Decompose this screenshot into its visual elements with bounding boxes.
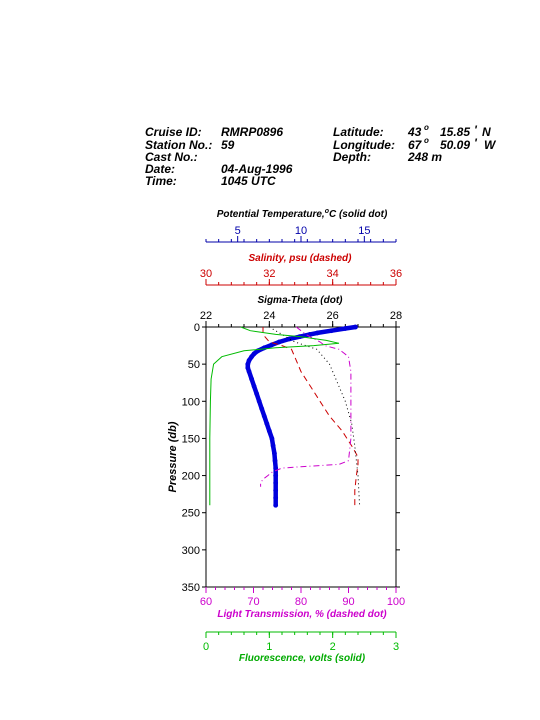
potential-temperature-data-point — [249, 354, 255, 360]
sigma-tick-label: 22 — [200, 310, 212, 322]
sigma-theta-series-line — [269, 326, 361, 506]
longitude-degrees: 67 — [408, 138, 423, 152]
station-header: Cruise ID: RMRP0896 Station No.: 59 Cast… — [145, 123, 497, 188]
cruise-label: Cruise ID: — [145, 125, 202, 139]
longitude-hemisphere: W — [484, 138, 497, 152]
potential-temperature-data-point — [273, 502, 279, 508]
potential-temperature-data-point — [245, 365, 251, 371]
cast-label: Cast No.: — [145, 150, 198, 164]
station-label: Station No.: — [145, 138, 212, 152]
potential-temperature-data-point — [246, 369, 252, 374]
potential-temperature-data-point — [264, 421, 270, 426]
plot-frame — [205, 326, 397, 588]
sigma-tick-label: 24 — [263, 310, 275, 322]
potential-temperature-data-point — [269, 342, 275, 348]
pressure-tick-label: 250 — [182, 508, 200, 520]
depth-value: 248 m — [407, 150, 442, 164]
longitude-minutes: 50.09 — [440, 138, 470, 152]
transmission-tick-label: 100 — [387, 596, 405, 608]
temperature-axis-title: Potential Temperature,oC (solid dot) — [217, 208, 388, 220]
latitude-minutes: 15.85 — [440, 125, 470, 139]
potential-temperature-data-point — [249, 376, 255, 382]
longitude-minute-symbol: ' — [474, 136, 478, 150]
light-transmission-series-line — [260, 326, 352, 487]
temperature-tick-label: 10 — [295, 225, 307, 237]
temperature-axis-title-unit: C (solid dot) — [329, 209, 388, 220]
temperature-axis-title-degree: o — [325, 208, 330, 215]
potential-temperature-data-point — [246, 358, 252, 363]
sigma-axis-title: Sigma-Theta (dot) — [258, 295, 344, 306]
latitude-label: Latitude: — [333, 125, 384, 139]
potential-temperature-data-point — [272, 458, 278, 464]
longitude-degree-symbol: o — [424, 136, 429, 145]
temperature-tick-label: 5 — [235, 225, 241, 237]
potential-temperature-data-point — [273, 465, 279, 471]
sigma-tick-label: 26 — [327, 310, 339, 322]
potential-temperature-data-point — [256, 398, 262, 404]
potential-temperature-data-point — [259, 406, 265, 412]
salinity-tick-label: 36 — [390, 268, 402, 280]
transmission-tick-label: 60 — [200, 596, 212, 608]
potential-temperature-data-point — [315, 330, 320, 336]
pressure-tick-label: 0 — [194, 322, 200, 334]
fluorescence-axis-title: Fluorescence, volts (solid) — [239, 653, 366, 664]
potential-temperature-data-point — [251, 384, 257, 389]
potential-temperature-data-point — [342, 326, 348, 331]
date-label: Date: — [145, 162, 175, 176]
time-label: Time: — [145, 174, 177, 188]
pressure-tick-label: 300 — [182, 545, 200, 557]
temperature-axis-title-text: Potential Temperature, — [217, 209, 325, 220]
latitude-hemisphere: N — [482, 125, 491, 139]
potential-temperature-data-point — [273, 488, 279, 493]
transmission-tick-label: 80 — [295, 596, 307, 608]
salinity-series-line — [262, 327, 359, 506]
pressure-tick-label: 50 — [188, 359, 200, 371]
sigma-tick-label: 28 — [390, 310, 402, 322]
pressure-tick-label: 100 — [182, 396, 200, 408]
pressure-tick-label: 200 — [182, 471, 200, 483]
fluorescence-tick-label: 0 — [203, 641, 209, 653]
fluorescence-tick-label: 2 — [330, 641, 336, 653]
transmission-tick-label: 90 — [342, 596, 354, 608]
station-value: 59 — [221, 138, 235, 152]
salinity-tick-label: 34 — [327, 268, 339, 280]
salinity-tick-label: 32 — [263, 268, 275, 280]
fluorescence-tick-label: 1 — [266, 641, 272, 653]
date-value: 04-Aug-1996 — [221, 162, 293, 176]
potential-temperature-data-point — [353, 324, 358, 330]
latitude-degree-symbol: o — [424, 123, 429, 132]
potential-temperature-data-point — [287, 336, 292, 342]
potential-temperature-data-point — [245, 361, 251, 367]
potential-temperature-data-point — [254, 391, 260, 397]
pressure-axis-title: Pressure (db) — [167, 421, 179, 492]
cruise-value: RMRP0896 — [221, 125, 283, 139]
pressure-tick-label: 350 — [182, 582, 200, 594]
pressure-tick-label: 150 — [182, 433, 200, 445]
depth-label: Depth: — [333, 150, 371, 164]
fluorescence-tick-label: 3 — [393, 641, 399, 653]
potential-temperature-data-point — [269, 436, 275, 441]
fluorescence-series-line — [209, 326, 340, 506]
potential-temperature-data-point — [261, 413, 267, 419]
latitude-minute-symbol: ' — [474, 123, 478, 137]
potential-temperature-data-point — [266, 428, 272, 434]
potential-temperature-data-point — [272, 450, 277, 456]
temperature-tick-label: 15 — [358, 225, 370, 237]
salinity-tick-label: 30 — [200, 268, 212, 280]
potential-temperature-data-point — [329, 328, 334, 334]
transmission-tick-label: 70 — [247, 596, 259, 608]
potential-temperature-data-point — [273, 480, 279, 486]
latitude-degrees: 43 — [407, 125, 422, 139]
potential-temperature-data-point — [273, 473, 279, 478]
potential-temperature-data-point — [277, 339, 282, 345]
salinity-axis-title: Salinity, psu (dashed) — [249, 253, 353, 264]
potential-temperature-data-point — [270, 443, 276, 449]
potential-temperature-data-point — [273, 495, 279, 501]
longitude-label: Longitude: — [333, 138, 395, 152]
time-value: 1045 UTC — [221, 174, 276, 188]
transmission-axis-title: Light Transmission, % (dashed dot) — [217, 609, 387, 620]
